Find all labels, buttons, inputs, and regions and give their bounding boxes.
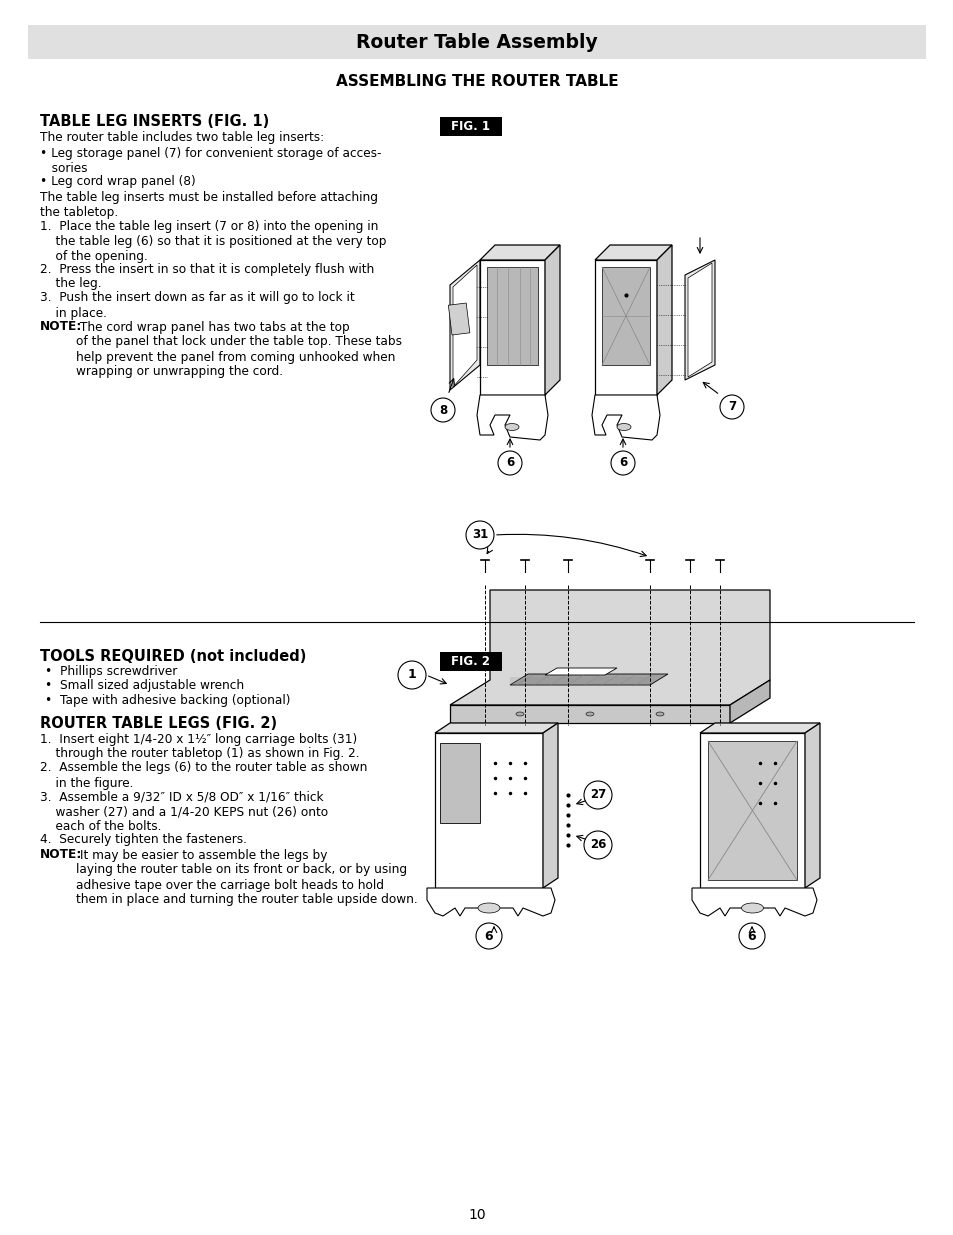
- Text: •  Phillips screwdriver: • Phillips screwdriver: [45, 664, 177, 678]
- Circle shape: [583, 831, 612, 860]
- Polygon shape: [595, 245, 671, 261]
- Polygon shape: [684, 261, 714, 380]
- Polygon shape: [453, 266, 476, 387]
- Polygon shape: [439, 743, 479, 823]
- Polygon shape: [450, 261, 479, 390]
- Text: • Leg cord wrap panel (8): • Leg cord wrap panel (8): [40, 175, 195, 189]
- Bar: [28, 25, 925, 59]
- Bar: [439, 117, 501, 136]
- Text: 3.  Assemble a 9/32″ ID x 5/8 OD″ x 1/16″ thick
    washer (27) and a 1/4-20 KEP: 3. Assemble a 9/32″ ID x 5/8 OD″ x 1/16″…: [40, 790, 328, 834]
- Polygon shape: [544, 668, 617, 676]
- Circle shape: [610, 451, 635, 475]
- Text: •  Tape with adhesive backing (optional): • Tape with adhesive backing (optional): [45, 694, 291, 706]
- Text: 10: 10: [468, 1208, 485, 1221]
- Circle shape: [431, 398, 455, 422]
- Ellipse shape: [504, 424, 518, 431]
- Circle shape: [583, 781, 612, 809]
- Polygon shape: [657, 245, 671, 395]
- Ellipse shape: [516, 713, 523, 716]
- Text: ROUTER TABLE LEGS (FIG. 2): ROUTER TABLE LEGS (FIG. 2): [40, 716, 276, 731]
- Ellipse shape: [477, 903, 499, 913]
- Text: 1.  Insert eight 1/4-20 x 1½″ long carriage bolts (31)
    through the router ta: 1. Insert eight 1/4-20 x 1½″ long carria…: [40, 732, 359, 761]
- Polygon shape: [707, 741, 796, 881]
- Text: 27: 27: [589, 788, 605, 802]
- Polygon shape: [435, 722, 558, 734]
- Polygon shape: [687, 263, 711, 377]
- Text: 6: 6: [747, 930, 756, 942]
- Text: It may be easier to assemble the legs by
laying the router table on its front or: It may be easier to assemble the legs by…: [76, 848, 417, 906]
- Text: 4.  Securely tighten the fasteners.: 4. Securely tighten the fasteners.: [40, 832, 247, 846]
- Polygon shape: [479, 245, 559, 261]
- Text: 2.  Press the insert in so that it is completely flush with
    the leg.: 2. Press the insert in so that it is com…: [40, 263, 374, 290]
- Polygon shape: [542, 722, 558, 888]
- Text: 31: 31: [472, 529, 488, 541]
- Polygon shape: [476, 395, 547, 440]
- Text: Router Table Assembly: Router Table Assembly: [355, 32, 598, 52]
- Text: The cord wrap panel has two tabs at the top
of the panel that lock under the tab: The cord wrap panel has two tabs at the …: [76, 321, 401, 378]
- Circle shape: [397, 661, 426, 689]
- Text: 26: 26: [589, 839, 605, 851]
- Polygon shape: [700, 734, 804, 888]
- Ellipse shape: [585, 713, 594, 716]
- Polygon shape: [486, 267, 537, 366]
- Text: NOTE:: NOTE:: [40, 848, 82, 862]
- Text: 6: 6: [618, 457, 626, 469]
- Polygon shape: [804, 722, 820, 888]
- Polygon shape: [729, 680, 769, 722]
- Text: 1.  Place the table leg insert (7 or 8) into the opening in
    the table leg (6: 1. Place the table leg insert (7 or 8) i…: [40, 220, 386, 263]
- Text: ASSEMBLING THE ROUTER TABLE: ASSEMBLING THE ROUTER TABLE: [335, 74, 618, 89]
- Text: 8: 8: [438, 404, 447, 416]
- Circle shape: [476, 923, 501, 948]
- Ellipse shape: [656, 713, 663, 716]
- Circle shape: [465, 521, 494, 550]
- Bar: [439, 652, 501, 671]
- Text: •  Small sized adjustable wrench: • Small sized adjustable wrench: [45, 679, 244, 693]
- Bar: [448, 303, 470, 335]
- Polygon shape: [544, 245, 559, 395]
- Text: 6: 6: [484, 930, 493, 942]
- Polygon shape: [479, 261, 544, 395]
- Circle shape: [720, 395, 743, 419]
- Text: 6: 6: [505, 457, 514, 469]
- Text: • Leg storage panel (7) for convenient storage of acces-
   sories: • Leg storage panel (7) for convenient s…: [40, 147, 381, 174]
- Ellipse shape: [617, 424, 630, 431]
- Polygon shape: [691, 888, 816, 916]
- Text: 7: 7: [727, 400, 736, 414]
- Polygon shape: [450, 705, 729, 722]
- Circle shape: [739, 923, 764, 948]
- Text: TOOLS REQUIRED (not included): TOOLS REQUIRED (not included): [40, 650, 306, 664]
- Text: NOTE:: NOTE:: [40, 321, 82, 333]
- Text: FIG. 2: FIG. 2: [451, 655, 490, 668]
- Polygon shape: [510, 674, 667, 685]
- Polygon shape: [595, 261, 657, 395]
- Polygon shape: [592, 395, 659, 440]
- Text: 1: 1: [407, 668, 416, 682]
- Text: FIG. 1: FIG. 1: [451, 120, 490, 133]
- Polygon shape: [450, 590, 769, 705]
- Text: 3.  Push the insert down as far as it will go to lock it
    in place.: 3. Push the insert down as far as it wil…: [40, 291, 355, 320]
- Polygon shape: [700, 722, 820, 734]
- Text: 2.  Assemble the legs (6) to the router table as shown
    in the figure.: 2. Assemble the legs (6) to the router t…: [40, 762, 367, 789]
- Text: TABLE LEG INSERTS (FIG. 1): TABLE LEG INSERTS (FIG. 1): [40, 114, 269, 128]
- Polygon shape: [427, 888, 555, 916]
- Text: The router table includes two table leg inserts:: The router table includes two table leg …: [40, 131, 324, 144]
- Text: The table leg inserts must be installed before attaching
the tabletop.: The table leg inserts must be installed …: [40, 191, 377, 219]
- Ellipse shape: [740, 903, 762, 913]
- Polygon shape: [435, 734, 542, 888]
- Polygon shape: [601, 267, 649, 366]
- Circle shape: [497, 451, 521, 475]
